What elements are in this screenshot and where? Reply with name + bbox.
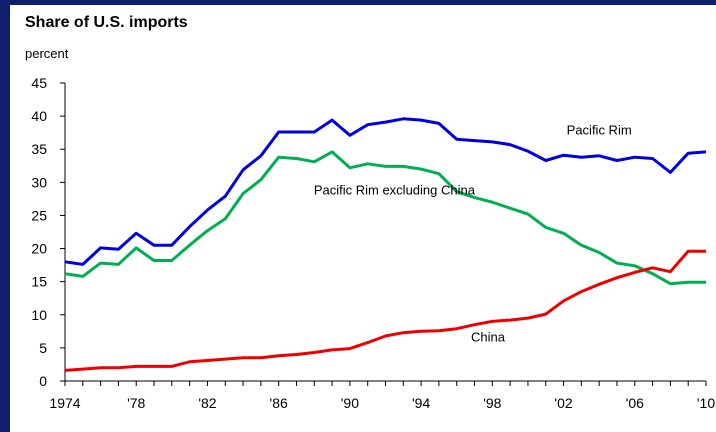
x-tick-label: '98 <box>483 395 501 411</box>
x-tick-label: '82 <box>198 395 216 411</box>
y-tick-label: 35 <box>31 141 47 157</box>
y-axis-ticks: 0 5 10 15 20 25 30 35 40 45 <box>31 75 65 389</box>
series-line-1 <box>64 150 706 286</box>
y-tick-label: 45 <box>31 75 47 91</box>
y-tick-label: 25 <box>31 207 47 223</box>
chart-panel <box>10 5 716 432</box>
series-annotations: Pacific Rim Pacific Rim excluding China Ch… <box>314 123 632 345</box>
y-tick-label: 15 <box>31 274 47 290</box>
y-tick-label: 5 <box>39 340 47 356</box>
chart-title: Share of U.S. imports <box>25 14 188 31</box>
y-tick-label: 30 <box>31 174 47 190</box>
series-label-1: Pacific Rim excluding China <box>314 182 476 197</box>
x-tick-label: '94 <box>412 395 430 411</box>
series-line-2 <box>64 249 706 372</box>
x-axis-ticks: 1974 '78 '82 '86 '90 '94 '98 '02 '06 '10 <box>49 381 715 411</box>
y-tick-label: 0 <box>39 373 47 389</box>
series-label-0: Pacific Rim <box>567 123 632 138</box>
x-tick-label: 1974 <box>49 395 80 411</box>
x-tick-label: '06 <box>626 395 644 411</box>
y-tick-label: 20 <box>31 241 47 257</box>
y-axis-unit-label: percent <box>25 46 69 61</box>
series-label-2: China <box>471 329 506 344</box>
x-tick-label: '86 <box>270 395 288 411</box>
x-tick-label: '90 <box>341 395 359 411</box>
y-tick-label: 10 <box>31 307 47 323</box>
series-line-0 <box>64 117 707 266</box>
y-tick-label: 40 <box>31 108 47 124</box>
x-tick-label: '10 <box>697 395 715 411</box>
x-tick-label: '02 <box>554 395 572 411</box>
series-lines <box>64 117 707 372</box>
x-tick-label: '78 <box>127 395 145 411</box>
